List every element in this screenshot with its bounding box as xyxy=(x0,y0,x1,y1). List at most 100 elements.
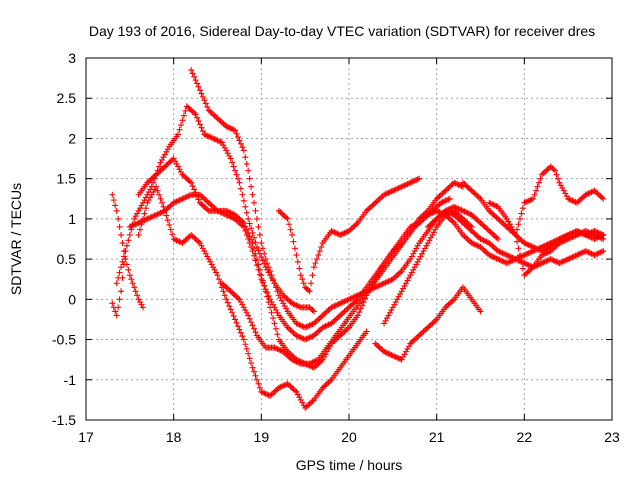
data-point xyxy=(350,223,357,230)
data-point xyxy=(553,171,560,178)
data-point xyxy=(243,345,250,352)
data-point xyxy=(489,242,496,249)
data-point xyxy=(157,167,164,174)
data-point xyxy=(242,341,249,348)
data-point xyxy=(138,301,145,308)
data-point xyxy=(160,164,167,171)
data-point xyxy=(129,280,136,287)
data-point xyxy=(499,219,506,226)
data-point xyxy=(258,272,265,279)
data-point xyxy=(205,256,212,263)
data-point xyxy=(521,272,528,279)
data-point xyxy=(473,215,480,222)
data-point xyxy=(400,285,407,292)
data-point xyxy=(270,301,277,308)
data-point xyxy=(261,282,268,289)
data-point xyxy=(255,247,262,254)
data-point xyxy=(487,229,494,236)
data-point xyxy=(248,236,255,243)
data-point xyxy=(278,210,285,217)
data-point xyxy=(239,301,246,308)
data-point xyxy=(375,197,382,204)
data-point xyxy=(411,248,418,255)
data-point xyxy=(462,234,469,241)
data-point xyxy=(153,183,160,190)
data-point xyxy=(207,201,214,208)
data-point xyxy=(284,352,291,359)
data-point xyxy=(201,195,208,202)
data-point xyxy=(357,305,364,312)
data-point xyxy=(440,189,447,196)
data-point xyxy=(211,266,218,273)
data-point xyxy=(516,215,523,222)
data-point xyxy=(236,215,243,222)
data-point xyxy=(259,257,266,264)
data-point xyxy=(232,316,239,323)
data-point xyxy=(429,320,436,327)
data-point xyxy=(297,272,304,279)
data-point xyxy=(408,253,415,260)
data-point xyxy=(268,309,275,316)
data-point xyxy=(313,329,320,336)
data-point xyxy=(432,205,439,212)
data-point xyxy=(246,355,253,362)
data-point xyxy=(154,170,161,177)
data-point xyxy=(283,294,290,301)
data-point xyxy=(449,218,456,225)
data-point xyxy=(237,329,244,336)
data-point xyxy=(296,265,303,272)
data-point xyxy=(312,260,319,267)
data-point xyxy=(375,343,382,350)
plot-frame xyxy=(85,57,613,421)
data-point xyxy=(272,325,279,332)
data-point xyxy=(286,353,293,360)
data-point xyxy=(481,248,488,255)
data-point xyxy=(198,90,205,97)
series-arc-e xyxy=(135,183,370,411)
data-point xyxy=(442,187,449,194)
y-tick-label: 0.5 xyxy=(57,251,77,267)
data-point xyxy=(600,236,607,242)
y-tick-label: 1 xyxy=(68,211,76,227)
data-point xyxy=(427,221,434,228)
data-point xyxy=(137,205,144,212)
data-point xyxy=(189,70,196,77)
data-point xyxy=(319,312,326,319)
data-point xyxy=(157,159,164,166)
data-point xyxy=(229,309,236,316)
data-point xyxy=(394,296,401,303)
data-point xyxy=(534,183,541,190)
data-point xyxy=(537,175,544,182)
data-point xyxy=(218,119,225,126)
data-point xyxy=(204,198,211,205)
data-point xyxy=(296,394,303,401)
data-point xyxy=(474,193,481,200)
data-point xyxy=(210,203,217,210)
data-point xyxy=(248,360,255,367)
data-point xyxy=(540,170,547,177)
data-point xyxy=(420,248,427,255)
data-point xyxy=(234,294,241,301)
data-point xyxy=(207,258,214,265)
data-point xyxy=(236,179,243,186)
data-point xyxy=(255,380,262,387)
data-point xyxy=(167,202,174,209)
data-point xyxy=(213,113,220,120)
data-point xyxy=(457,213,464,220)
data-point xyxy=(125,266,132,273)
data-point xyxy=(413,245,420,252)
data-point xyxy=(258,254,265,261)
x-tick-label: 23 xyxy=(604,429,620,445)
data-point xyxy=(183,103,190,110)
data-point xyxy=(370,201,377,208)
data-point xyxy=(237,140,244,147)
data-point xyxy=(196,199,203,206)
data-point xyxy=(253,244,260,251)
data-point xyxy=(227,288,234,295)
data-point xyxy=(290,386,297,393)
data-point xyxy=(315,316,322,323)
data-point xyxy=(410,337,417,344)
data-point xyxy=(549,164,556,171)
data-point xyxy=(255,261,262,268)
data-point xyxy=(237,299,244,306)
